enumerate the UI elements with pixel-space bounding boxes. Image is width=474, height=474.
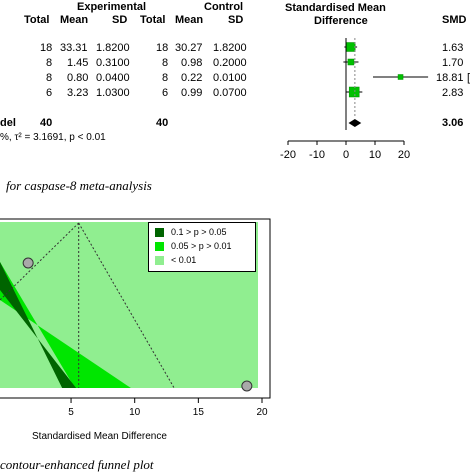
row2-total-c: 8 [162,57,169,69]
row3-total-c: 8 [162,72,169,84]
funnel-point-2 [241,380,253,392]
header-sd-c: SD [228,14,244,26]
funnel-tick-label-2: 15 [193,407,205,418]
legend-swatch-005 [155,242,164,251]
row3-bracket: [ [467,72,471,84]
model-total-c: 40 [156,117,169,129]
forest-tick-label-3: 10 [369,149,381,161]
funnel-tick-label-3: 20 [256,407,268,418]
row3-mean-c: 0.22 [181,72,203,84]
row1-sd-e: 1.8200 [96,42,130,54]
header-smd: SMD [442,14,467,26]
funnel-point-1 [22,257,34,269]
funnel-caption: contour-enhanced funnel plot [0,457,154,472]
funnel-tick-label-1: 10 [129,407,141,418]
row1-sd-c: 1.8200 [213,42,247,54]
forest-point-4 [348,86,360,98]
forest-diamond [348,119,362,127]
row2-sd-e: 0.3100 [96,57,130,69]
row4-sd-c: 0.0700 [213,87,247,99]
row1-total-c: 18 [156,42,169,54]
row4-mean-c: 0.99 [181,87,203,99]
row4-total-c: 6 [162,87,169,99]
legend-swatch-01 [155,228,164,237]
row1-total-e: 18 [40,42,53,54]
header-mean-c: Mean [175,14,204,26]
legend-swatch-sig [155,256,164,265]
model-label: del [0,117,16,129]
header-smd-group: Standardised Mean [285,2,386,14]
header-sd-e: SD [112,14,128,26]
header-total-c: Total [140,14,166,26]
row4-total-e: 6 [46,87,53,99]
funnel-xlabel: Standardised Mean Difference [32,431,167,442]
row2-mean-c: 0.98 [181,57,203,69]
model-total-e: 40 [40,117,53,129]
row3-total-e: 8 [46,72,53,84]
row3-mean-e: 0.80 [67,72,89,84]
header-experimental: Experimental [77,1,147,13]
forest-tick-label-2: 0 [343,149,349,161]
row2-mean-e: 1.45 [67,57,89,69]
forest-tick-label-0: -20 [280,149,296,161]
row2-smd: 1.70 [442,57,464,69]
forest-tick-label-1: -10 [309,149,325,161]
forest-point-3 [397,74,404,80]
row3-sd-e: 0.0400 [96,72,130,84]
forest-tick-label-4: 20 [398,149,410,161]
row3-smd: 18.81 [436,72,464,84]
funnel-tick-label-0: 5 [68,407,74,418]
header-mean-e: Mean [60,14,89,26]
legend-label-005: 0.05 > p > 0.01 [171,241,232,251]
row1-mean-e: 33.31 [60,42,88,54]
legend-label-sig: < 0.01 [171,255,197,265]
row4-mean-e: 3.23 [67,87,89,99]
heterogeneity-text: %, τ² = 3.1691, p < 0.01 [0,132,106,143]
model-smd: 3.06 [442,117,464,129]
row2-total-e: 8 [46,57,53,69]
forest-point-2 [347,58,355,66]
legend-label-01: 0.1 > p > 0.05 [171,227,227,237]
header-smd-group-line2: Difference [314,15,368,27]
funnel-legend: 0.1 > p > 0.05 0.05 > p > 0.01 < 0.01 [148,222,256,272]
header-total-e: Total [24,14,50,26]
row4-smd: 2.83 [442,87,464,99]
row3-sd-c: 0.0100 [213,72,247,84]
header-control: Control [204,1,244,13]
funnel-region-005 [0,262,131,388]
row1-smd: 1.63 [442,42,464,54]
forest-caption: for caspase-8 meta-analysis [6,178,152,193]
row1-mean-c: 30.27 [175,42,203,54]
row4-sd-e: 1.0300 [96,87,130,99]
row2-sd-c: 0.2000 [213,57,247,69]
